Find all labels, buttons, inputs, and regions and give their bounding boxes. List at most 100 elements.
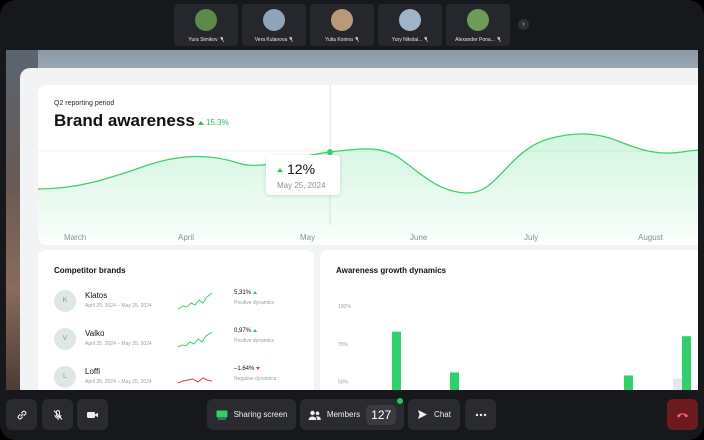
arrow-up-icon [253,328,258,332]
participant-tile[interactable]: Yury Nikolai... [378,4,442,46]
avatar [263,9,285,31]
list-item[interactable]: K Klatos April 25, 2024 – May 25, 2024 5… [54,290,304,318]
area-fill [38,133,698,245]
bar-baseline [673,378,682,390]
month-label: August [638,233,663,242]
dashboard: Q2 reporting period Brand awareness 15,3… [20,68,698,390]
mic-off-icon [53,409,62,420]
arrow-down-icon [256,366,261,370]
participant-tile[interactable]: Yura Simikov [174,4,238,46]
participant-name: Yury Nikolai... [391,37,423,43]
brand-dynamics: Positive dynamics [234,300,275,306]
status-dot [397,398,403,404]
card-title: Competitor brands [54,266,126,275]
competitor-brands-card: Competitor brands K Klatos April 25, 202… [38,250,314,390]
send-icon [418,410,428,419]
mic-off-icon [354,37,359,43]
cursor-point [327,149,333,155]
sparkline [178,331,212,348]
trend-line [38,133,698,194]
avatar: L [54,366,76,388]
users-icon [308,410,321,420]
chat-button[interactable]: Chat [408,399,460,430]
mute-microphone-button[interactable] [42,399,73,430]
brand-date: April 25, 2024 – May 25, 2024 [85,303,152,309]
mic-off-icon [424,37,429,43]
call-toolbar: Sharing screen Members 127 Chat [0,390,704,440]
brand-date: April 25, 2024 – May 25, 2024 [85,379,152,385]
brand-value: 5,31% [234,290,252,296]
chat-label: Chat [434,410,451,419]
brand-dynamics: Positive dynamics [234,338,275,344]
mic-off-icon [289,37,294,43]
participant-name: Yura Simikov [188,37,218,43]
sparkline [178,292,212,310]
mic-off-icon [219,37,224,43]
copy-link-button[interactable] [6,399,37,430]
y-tick-label: 100% [338,304,351,310]
month-label: May [300,233,316,242]
arrow-up-icon [198,120,204,125]
avatar [467,9,489,31]
sharing-screen-button[interactable]: Sharing screen [207,399,296,430]
members-button[interactable]: Members 127 [300,399,404,430]
participant-name: Yulia Konina [325,37,353,43]
month-label: March [64,233,87,242]
avatar: K [54,290,76,312]
chart-tooltip: 12% May 25, 2024 [266,155,340,195]
y-tick-label: 75% [338,342,349,348]
phone-hangup-icon [677,412,688,417]
tooltip-date: May 25, 2024 [277,181,326,190]
mic-off-icon [496,37,501,43]
arrow-up-icon [277,168,283,173]
brand-value: –1,64% [234,366,255,372]
month-label: July [524,233,539,242]
y-tick-label: 50% [338,380,349,386]
growth-dynamics-card: 100%75%50%25% Awareness growth dynamics [320,250,698,390]
screen-share-icon [216,410,228,419]
participant-tile[interactable]: Yulia Konina [310,4,374,46]
participants-strip: Yura Simikov Vera Kulanova Yulia Konina … [174,4,510,46]
list-item[interactable]: V Valko April 25, 2024 – May 25, 2024 0,… [54,328,304,356]
chevron-right-icon[interactable]: › [518,19,529,30]
brand-name: Valko [85,329,105,338]
period-label: Q2 reporting period [54,100,115,107]
members-count: 127 [366,404,397,425]
camera-button[interactable] [77,399,108,430]
avatar [399,9,421,31]
participant-tile[interactable]: Vera Kulanova [242,4,306,46]
link-icon [17,410,26,419]
delta-badge: 15,3% [198,118,229,127]
brand-dynamics: Negative dynamics [234,376,277,382]
avatar [331,9,353,31]
bar-growth [450,372,459,390]
page-title: Brand awareness [54,111,195,130]
growth-bar-chart: 100%75%50%25% [338,304,691,390]
brand-awareness-card: Q2 reporting period Brand awareness 15,3… [38,85,698,245]
bar-growth [624,375,633,390]
brand-date: April 25, 2024 – May 25, 2024 [85,341,152,347]
end-call-button[interactable] [667,399,698,430]
delta-value: 15,3% [206,118,229,127]
participant-tile[interactable]: Alexander Pona... [446,4,510,46]
video-camera-icon [87,411,98,418]
brand-name: Klatos [85,291,108,300]
shared-screen: Q2 reporting period Brand awareness 15,3… [6,50,698,390]
list-item[interactable]: L Loffi April 25, 2024 – May 25, 2024 –1… [54,366,304,390]
tooltip-value: 12% [287,161,316,177]
participant-name: Vera Kulanova [254,37,288,43]
brand-name: Loffi [85,367,100,376]
more-options-button[interactable] [465,399,496,430]
brand-value: 0,97% [234,328,252,334]
arrow-up-icon [253,290,258,294]
awareness-line-chart [38,85,698,245]
month-label: April [178,233,195,242]
avatar: V [54,328,76,350]
more-horizontal-icon [475,413,486,416]
bar-growth [682,336,691,390]
sharing-screen-label: Sharing screen [233,410,288,419]
month-label: June [410,233,428,242]
bar-growth [392,331,401,390]
participant-name: Alexander Pona... [455,37,495,43]
